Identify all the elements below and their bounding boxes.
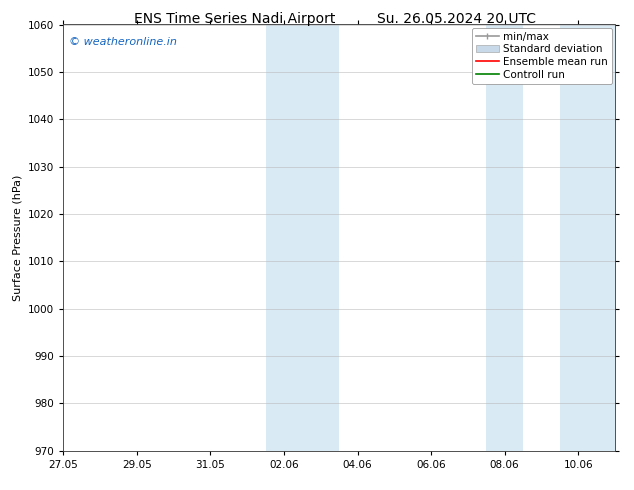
Text: Su. 26.05.2024 20 UTC: Su. 26.05.2024 20 UTC bbox=[377, 12, 536, 26]
Text: © weatheronline.in: © weatheronline.in bbox=[69, 37, 177, 48]
Bar bbox=[486, 24, 523, 451]
Legend: min/max, Standard deviation, Ensemble mean run, Controll run: min/max, Standard deviation, Ensemble me… bbox=[472, 27, 612, 84]
Bar bbox=[560, 24, 615, 451]
Text: ENS Time Series Nadi Airport: ENS Time Series Nadi Airport bbox=[134, 12, 335, 26]
Bar bbox=[266, 24, 339, 451]
Y-axis label: Surface Pressure (hPa): Surface Pressure (hPa) bbox=[13, 174, 23, 301]
